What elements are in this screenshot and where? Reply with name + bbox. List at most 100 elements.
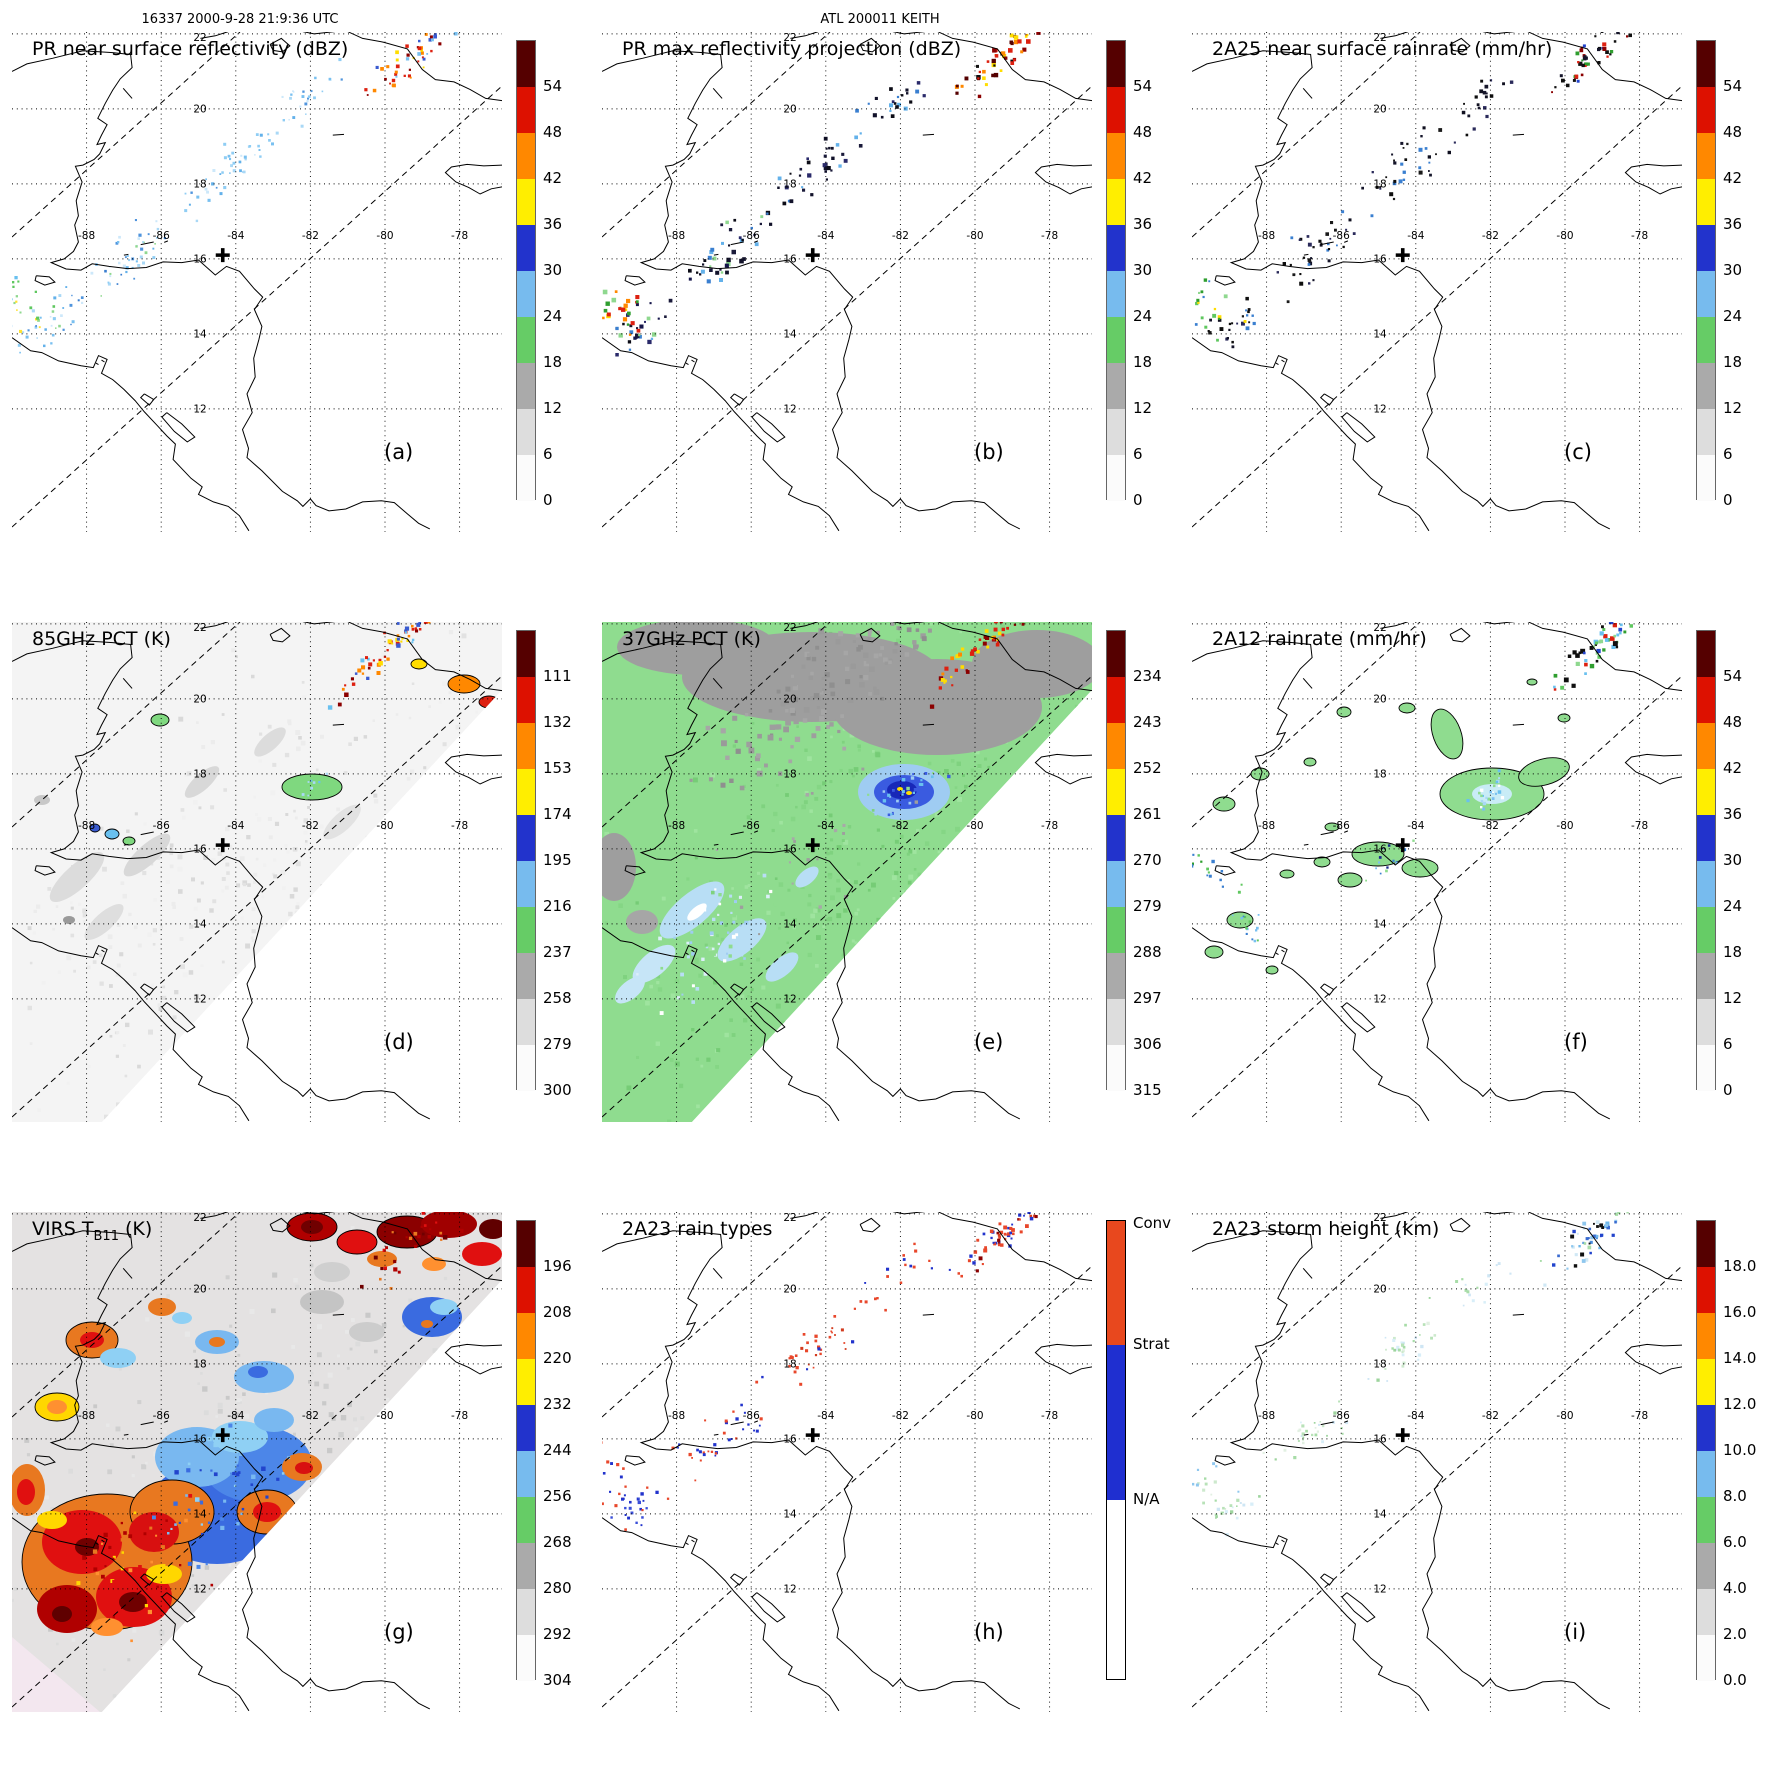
latitude-label: 14 [1373, 918, 1387, 930]
longitude-label: -84 [227, 1410, 244, 1422]
data-overlay [12, 1212, 502, 1712]
coastline-yucatan-caribbean [1192, 51, 1610, 529]
colorbar-label: Strat [1133, 1335, 1170, 1353]
colorbar-segment [1697, 1267, 1715, 1313]
longitude-label: -78 [1631, 820, 1648, 832]
panel-letter: (i) [1564, 1620, 1586, 1644]
colorbar-segment [1697, 907, 1715, 953]
coastline-cuba-south-coast [1528, 1212, 1682, 1281]
colorbar-label: 18 [543, 353, 562, 371]
colorbar-segment [1697, 1045, 1715, 1091]
colorbar-segment [517, 317, 535, 363]
coastline-lake-nicaragua [162, 413, 195, 442]
swath-edge-line [602, 1212, 830, 1417]
colorbar-label: 315 [1133, 1081, 1162, 1099]
latitude-label: 20 [1373, 103, 1386, 115]
colorbar-label: 220 [543, 1349, 572, 1367]
colorbar-label: 280 [543, 1579, 572, 1597]
coastline-grand-cayman [1513, 1314, 1524, 1315]
colorbar-label: 300 [543, 1081, 572, 1099]
colorbar-label: 48 [543, 123, 562, 141]
colorbar-segment [1697, 677, 1715, 723]
coastline-jamaica [445, 164, 502, 194]
latitude-label: 14 [193, 328, 207, 340]
latitude-label: 14 [193, 1508, 207, 1520]
colorbar-label: 292 [543, 1625, 572, 1643]
latitude-label: 14 [783, 1508, 797, 1520]
latitude-label: 16 [193, 253, 207, 265]
latitude-label: 18 [193, 178, 206, 190]
colorbar [1106, 40, 1126, 500]
coastline-grand-cayman [333, 1314, 344, 1315]
colorbar-label: 12 [1723, 989, 1742, 1007]
latitude-label: 20 [783, 693, 796, 705]
coastline-lake-izabal [1215, 1456, 1235, 1465]
panel-letter: (d) [384, 1030, 414, 1054]
latitude-label: 22 [193, 1212, 206, 1224]
colorbar-label: 36 [1723, 805, 1742, 823]
colorbar-label: 54 [1723, 667, 1742, 685]
panel-letter: (a) [384, 440, 413, 464]
colorbar-segment [1107, 363, 1125, 409]
latitude-label: 20 [783, 1283, 796, 1295]
colorbar-segment [517, 271, 535, 317]
colorbar-label: 18.0 [1723, 1257, 1756, 1275]
colorbar-label: 18 [1723, 943, 1742, 961]
colorbar-segment [1107, 907, 1125, 953]
longitude-label: -84 [227, 820, 244, 832]
colorbar-label: 54 [543, 77, 562, 95]
coastline-pacific-central-america [1192, 928, 1429, 1121]
data-overlay [602, 32, 1064, 357]
colorbar-segment [517, 907, 535, 953]
longitude-label: -80 [1556, 820, 1573, 832]
colorbar-segment [1697, 631, 1715, 677]
coastline-lake-managua [1321, 1574, 1334, 1585]
colorbar-label: N/A [1133, 1490, 1160, 1508]
longitude-label: -88 [668, 1410, 685, 1422]
colorbar-segment [1697, 861, 1715, 907]
colorbar-segment [517, 1221, 535, 1267]
coastline-fonseca-island-2 [1276, 363, 1279, 365]
coastline-grand-cayman [923, 724, 934, 725]
colorbar-segment [517, 1589, 535, 1635]
coastline-cuba-batabano [893, 32, 925, 34]
latitude-label: 12 [783, 1583, 796, 1595]
coastline-utila [124, 1434, 128, 1435]
panel-title: VIRS TB11 (K) [32, 1218, 152, 1244]
longitude-label: -78 [1041, 1410, 1058, 1422]
coastline-cozumel [713, 1268, 722, 1278]
coastline-roatan [731, 242, 744, 245]
coastline-jamaica [445, 1344, 502, 1374]
longitude-label: -80 [376, 820, 393, 832]
coastline-grand-cayman [1513, 134, 1524, 135]
colorbar-label: 6 [1133, 445, 1143, 463]
coastline-cuba-south-coast [348, 32, 502, 101]
swath-edge-line [1192, 86, 1682, 527]
colorbar-segment [517, 225, 535, 271]
colorbar-segment [1697, 271, 1715, 317]
latitude-label: 12 [193, 1583, 206, 1595]
coastline-fonseca-island-1 [1282, 360, 1285, 362]
coastline-jamaica [1625, 1344, 1682, 1374]
colorbar-label: 0 [1133, 491, 1143, 509]
coastline-yucatan-caribbean [1192, 641, 1610, 1119]
longitude-label: -88 [1258, 230, 1275, 242]
coastline-pacific-central-america [602, 338, 839, 531]
latitude-label: 22 [783, 1212, 796, 1224]
colorbar [516, 40, 536, 500]
colorbar-label: 268 [543, 1533, 572, 1551]
coastline-cuba-batabano [893, 1212, 925, 1214]
colorbar-segment [1697, 225, 1715, 271]
colorbar-segment [517, 1497, 535, 1543]
swath-edge-line [1192, 1212, 1420, 1417]
coastline-pacific-central-america [12, 338, 249, 531]
panel-title: 2A23 rain types [622, 1218, 772, 1240]
longitude-label: -82 [892, 230, 909, 242]
colorbar-label: 18 [1723, 353, 1742, 371]
